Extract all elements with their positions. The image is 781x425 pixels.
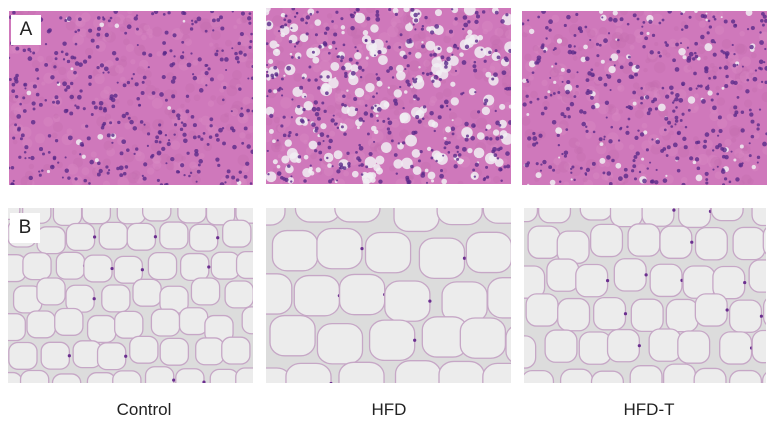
panel-label-b: B — [10, 213, 40, 243]
adipose-he-hfd-image — [266, 208, 511, 383]
liver-he-hfd-t-image — [522, 11, 767, 185]
liver-he-hfd-image — [266, 8, 511, 184]
adipose-he-control-image — [8, 208, 253, 383]
liver-he-hfd-t-micrograph — [522, 11, 767, 185]
caption-control: Control — [116, 400, 172, 419]
liver-he-hfd-micrograph — [266, 8, 511, 184]
adipose-he-control-micrograph — [8, 208, 253, 383]
caption-hfd: HFD — [371, 400, 407, 419]
liver-he-control-micrograph — [9, 11, 253, 185]
adipose-he-hfd-micrograph — [266, 208, 511, 383]
caption-hfd-t: HFD-T — [623, 400, 675, 419]
liver-he-control-image — [9, 11, 253, 185]
adipose-he-hfd-t-image — [524, 208, 766, 383]
panel-label-a: A — [11, 15, 41, 45]
adipose-he-hfd-t-micrograph — [524, 208, 766, 383]
